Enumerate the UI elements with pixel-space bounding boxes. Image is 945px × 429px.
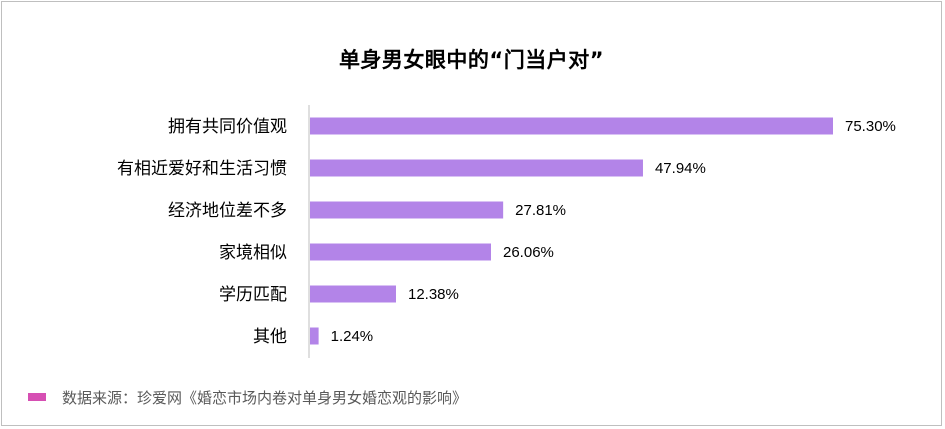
value-label: 27.81% [515, 202, 566, 219]
legend-swatch [28, 393, 46, 401]
source-note: 数据来源：珍爱网《婚恋市场内卷对单身男女婚恋观的影响》 [28, 385, 467, 409]
bar [310, 201, 504, 219]
value-label: 12.38% [408, 286, 459, 303]
bar-chart: 拥有共同价值观 75.30% 有相近爱好和生活习惯 47.94% 经济地位差不多 27.8… [117, 105, 896, 358]
category-label: 其他 [253, 327, 287, 347]
source-text: 数据来源：珍爱网《婚恋市场内卷对单身男女婚恋观的影响》 [62, 388, 468, 407]
bar [310, 243, 492, 261]
bar [310, 159, 643, 177]
category-label: 有相近爱好和生活习惯 [117, 159, 287, 179]
category-label: 家境相似 [219, 243, 287, 263]
category-label: 经济地位差不多 [168, 201, 287, 221]
category-label: 学历匹配 [219, 285, 287, 305]
value-label: 47.94% [655, 160, 706, 177]
bar [310, 327, 319, 345]
bar [310, 117, 833, 135]
value-label: 26.06% [503, 244, 554, 261]
category-label: 拥有共同价值观 [168, 117, 287, 137]
chart-title: 单身男女眼中的“门当户对” [338, 48, 605, 72]
bar [310, 285, 396, 303]
value-label: 75.30% [845, 118, 896, 135]
value-label: 1.24% [331, 328, 374, 345]
